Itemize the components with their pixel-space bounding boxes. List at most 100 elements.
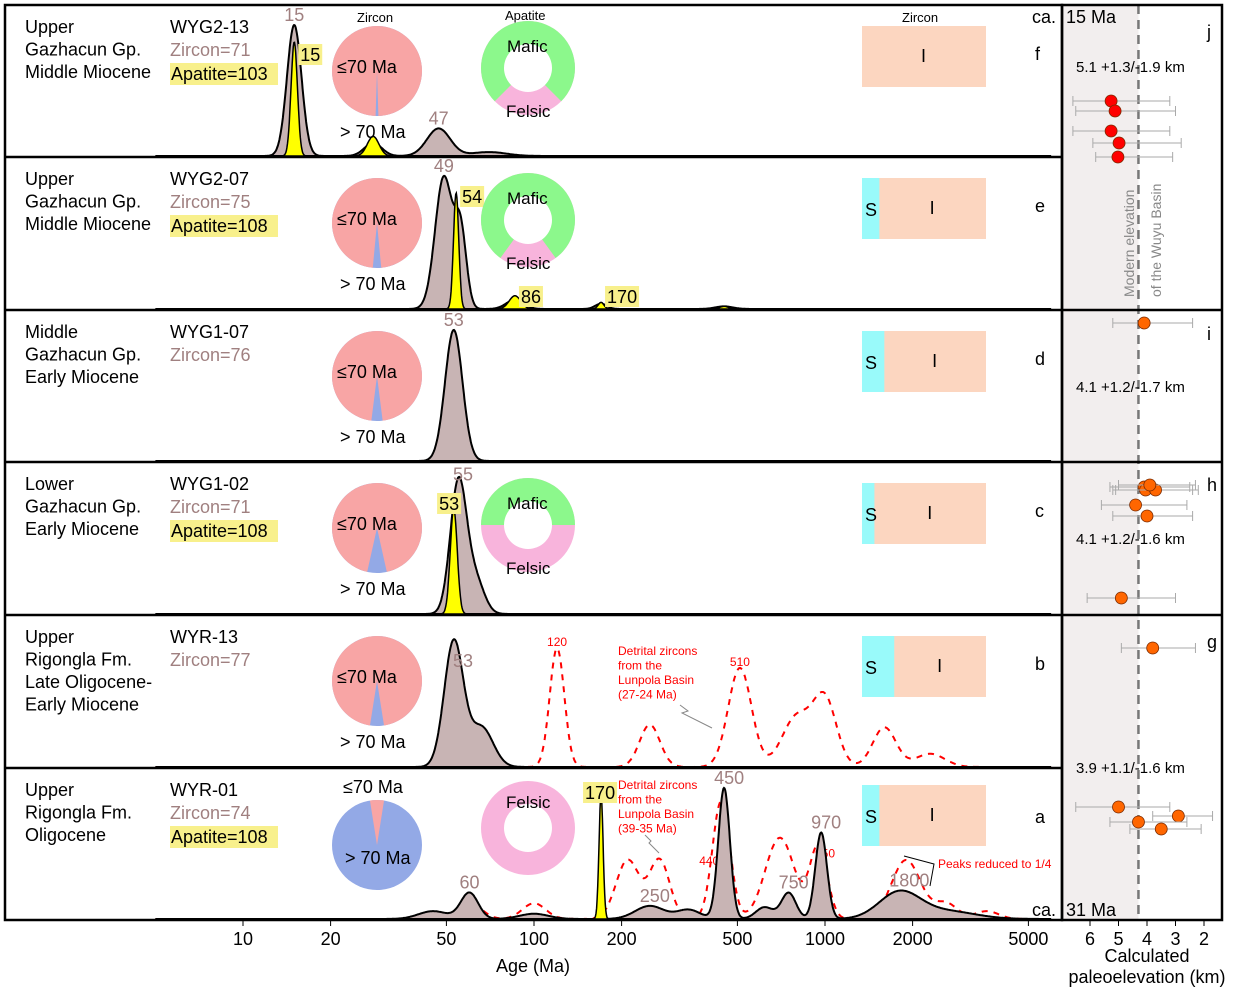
panel-letter: d [1035,349,1045,369]
s-type-bar [862,636,895,697]
zircon-peak-label: 55 [453,465,473,485]
apatite-peak-label: 170 [607,287,637,307]
felsic-label: Felsic [506,102,551,121]
s-type-label: S [865,353,877,373]
zircon-count: Zircon=74 [170,803,251,823]
zircon-bar-header: Zircon [902,10,938,25]
annotation-leader-line [644,834,660,854]
annotation-leader-line [903,855,935,887]
x-tick-label: 50 [436,929,456,949]
i-type-label: I [932,351,937,371]
top-age-value: 15 Ma [1066,7,1117,27]
apatite-count-highlight [170,520,278,542]
stratigraphic-unit-label: Upper [25,169,74,189]
lunpola-annotation: (27-24 Ma) [618,688,677,702]
pie-gt70-label: > 70 Ma [340,732,407,752]
zircon-count: Zircon=71 [170,497,251,517]
stratigraphic-unit-label: Upper [25,780,74,800]
x-tick-label: 1000 [805,929,845,949]
elevation-point [1146,641,1160,655]
pie-le70-label: ≤70 Ma [337,667,398,687]
apatite-count-highlight [170,826,278,848]
i-type-label: I [927,503,932,523]
elevation-point [1171,809,1185,823]
zircon-peak-label: 250 [640,886,670,906]
elevation-tick-label: 5 [1113,929,1123,949]
stratigraphic-unit-label: Rigongla Fm. [25,650,132,670]
pie-gt70-label: > 70 Ma [340,427,407,447]
sample-id: WYR-13 [170,627,238,647]
elevation-axis-label: paleoelevation (km) [1068,967,1225,987]
s-type-bar [862,178,880,239]
zircon-pie-le70 [331,483,422,572]
pie-le70-label: ≤70 Ma [337,57,398,77]
stratigraphic-unit-label: Upper [25,627,74,647]
elevation-tick-label: 4 [1142,929,1152,949]
zircon-pie-le70 [332,178,422,268]
apatite-count: Apatite=103 [171,64,268,84]
i-type-bar [862,483,986,544]
apatite-peak-highlight [298,44,323,65]
zircon-count: Zircon=77 [170,650,251,670]
sample-id: WYG2-07 [170,169,249,189]
stratigraphic-unit-label: Upper [25,17,74,37]
elevation-point [1108,104,1122,118]
elevation-summary: 5.1 +1.3/-1.9 km [1076,59,1185,76]
stratigraphic-unit-label: Gazhacun Gp. [25,40,141,60]
stratigraphic-unit-label: Early Miocene [25,695,139,715]
stratigraphic-unit-label: Gazhacun Gp. [25,345,141,365]
i-type-bar [862,26,986,87]
i-type-label: I [930,198,935,218]
zircon-pie-le70 [331,636,422,726]
stratigraphic-unit-label: Early Miocene [25,519,139,539]
modern-elevation-label: Modern elevation [1121,190,1137,297]
apatite-peak-label: 54 [462,187,482,207]
s-type-label: S [865,505,877,525]
panel-letter: g [1207,632,1217,652]
panel-letter: b [1035,654,1045,674]
zircon-peak-label: 15 [284,5,304,25]
panel-letter: h [1207,475,1217,495]
zircon-pie-le70 [331,26,422,116]
i-type-label: I [930,805,935,825]
peaks-reduced-note: Peaks reduced to 1/4 [938,857,1052,871]
elevation-point [1112,136,1126,150]
zircon-peak-label: 60 [459,872,479,892]
lunpola-peak-label: 510 [730,655,750,669]
apatite-pie-header: Apatite [505,8,545,23]
i-type-label: I [937,656,942,676]
s-type-label: S [865,200,877,220]
panel-letter: j [1206,22,1211,42]
elevation-point [1132,815,1145,829]
lunpola-peak-label: 120 [547,635,567,649]
lunpola-annotation: Lunpola Basin [618,673,694,687]
mafic-label: Mafic [507,37,548,56]
elevation-point [1154,822,1168,836]
sample-id: WYG1-07 [170,322,249,342]
apatite-count: Apatite=108 [171,827,268,847]
zircon-pie-header: Zircon [357,10,393,25]
felsic-label: Felsic [506,793,551,812]
zircon-count: Zircon=71 [170,40,251,60]
x-tick-label: 5000 [1008,929,1048,949]
stratigraphic-unit-label: Gazhacun Gp. [25,192,141,212]
felsic-label: Felsic [506,559,551,578]
felsic-label: Felsic [506,254,551,273]
elevation-summary: 4.1 +1.2/-1.7 km [1076,379,1185,396]
donut-hole [504,196,552,244]
apatite-peak-highlight [605,286,640,307]
lunpola-peak-label: 440 [699,854,719,868]
s-type-label: S [865,658,877,678]
donut-hole [504,44,552,92]
elevation-tick-label: 2 [1199,929,1209,949]
zircon-pie-le70 [332,331,423,421]
bottom-age-prefix: ca. [1032,900,1056,920]
apatite-count: Apatite=108 [171,521,268,541]
zircon-peak-label: 53 [444,310,464,330]
elevation-point [1104,124,1118,138]
panel-letter: f [1035,44,1041,64]
x-tick-label: 2000 [893,929,933,949]
i-type-bar [862,178,986,239]
top-age-prefix: ca. [1032,7,1056,27]
pie-le70-label: ≤70 Ma [343,777,404,797]
